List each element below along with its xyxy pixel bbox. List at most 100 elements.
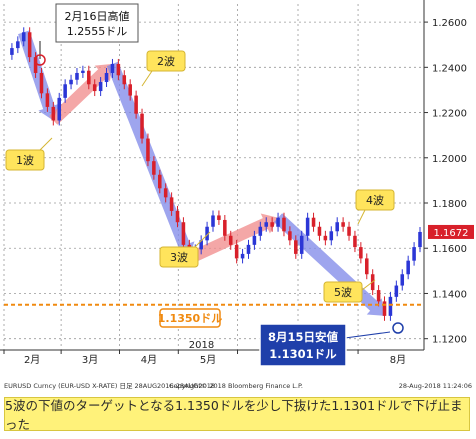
wave-2-text: 2波 (157, 55, 175, 68)
candle-body (406, 260, 410, 275)
y-axis: 1.2600 1.2400 1.2200 1.2000 1.1800 1.1600 1.14… (423, 0, 467, 350)
candle-body (323, 235, 328, 241)
y-tick-label: 1.2200 (432, 109, 467, 120)
current-price-label: 1.1672 (434, 228, 469, 239)
candle-body (359, 247, 363, 259)
low-value: 1.1301ドル (269, 347, 337, 361)
candle-body (81, 70, 85, 73)
x-tick-label: 8月 (390, 354, 406, 366)
candle-body (199, 240, 203, 250)
candle-body (228, 235, 233, 245)
wave-label-2: 2波 (141, 50, 186, 87)
candle-body (252, 235, 257, 245)
y-tick-label: 1.2400 (432, 63, 467, 74)
candle-body (116, 63, 121, 76)
candle-body (157, 174, 162, 189)
candle-body (234, 244, 239, 259)
candle-body (217, 215, 221, 220)
candle-body (45, 93, 50, 107)
low-marker (392, 322, 404, 334)
candle-body (104, 72, 109, 83)
candle-body (394, 285, 399, 297)
candle-body (376, 290, 381, 302)
candle-body (299, 235, 304, 254)
candle-body (388, 296, 393, 316)
y-tick-label: 1.1600 (432, 244, 467, 255)
x-tick-label: 3月 (82, 354, 98, 366)
candle-body (317, 226, 322, 236)
candle-body (27, 32, 32, 58)
candle-body (57, 97, 62, 121)
candle-body (223, 219, 227, 236)
candle-body (264, 222, 269, 227)
low-title: 8月15日安値 (268, 330, 339, 344)
candle-body (400, 274, 405, 286)
footer-left: EURUSD Curncy (EUR-USD X-RATE) 日足 28AUG2… (4, 382, 215, 390)
candle-body (87, 70, 91, 85)
wave-label-1: 1波 (5, 137, 53, 171)
candle-body (134, 95, 138, 114)
candle-body (276, 217, 280, 227)
x-tick-label: 5月 (200, 354, 216, 366)
caption-box: 5波の下値のターゲットとなる1.1350ドルを少し下抜けた1.1301ドルで下げ… (4, 397, 470, 432)
candle-body (382, 301, 387, 316)
chart-canvas: 1.2600 1.2400 1.2200 1.2000 1.1800 1.1600 1.14… (0, 0, 474, 390)
candle-body (288, 231, 292, 241)
candle-body (122, 75, 127, 85)
candles (10, 27, 422, 321)
x-axis: 2月3月4月5月6月7月8月2018 (0, 340, 424, 366)
footer-mid: Copyright© 2018 Bloomberg Finance L.P. (169, 382, 303, 390)
candle-body (39, 72, 44, 94)
support-label-box: 1.1350ドル (158, 308, 222, 328)
candle-body (211, 215, 215, 227)
candle-body (418, 231, 422, 248)
candle-body (63, 84, 67, 98)
candle-body (75, 72, 79, 80)
x-tick-label: 2月 (24, 354, 40, 366)
candle-body (294, 240, 298, 254)
candle-body (69, 79, 73, 85)
x-year-label: 2018 (189, 340, 214, 351)
candle-body (33, 57, 38, 73)
current-price-tag: 1.1672 (428, 224, 474, 239)
wave-4-text: 4波 (366, 194, 384, 207)
candle-body (329, 231, 334, 241)
candle-body (246, 244, 251, 254)
y-tick-label: 1.1800 (432, 199, 467, 210)
candle-body (240, 253, 245, 259)
wave-label-4: 4波 (355, 189, 395, 225)
candle-body (98, 82, 103, 92)
candle-body (412, 247, 416, 261)
y-tick-label: 1.2600 (432, 18, 467, 29)
wave-label-5: 5波 (323, 279, 376, 303)
x-tick-label: 4月 (141, 354, 157, 366)
support-label: 1.1350ドル (158, 312, 222, 325)
candle-body (311, 217, 316, 227)
candle-body (169, 197, 174, 211)
y-tick-label: 1.1200 (432, 335, 467, 346)
footer-right: 28-Aug-2018 11:24:06 (399, 382, 472, 390)
high-value: 1.2555ドル (67, 25, 128, 38)
candle-body (92, 84, 97, 92)
wave-1-text: 1波 (16, 154, 34, 167)
candle-body (258, 226, 263, 236)
candle-body (21, 32, 26, 42)
wave-arrow (49, 63, 113, 125)
candle-body (128, 84, 132, 96)
y-tick-label: 1.1400 (432, 289, 467, 300)
candle-body (10, 48, 14, 55)
high-marker (34, 54, 46, 66)
candle-body (51, 106, 56, 121)
high-title: 2月16日高値 (65, 9, 130, 23)
candle-body (205, 226, 209, 241)
wave-5-text: 5波 (334, 286, 352, 299)
wave-3-text: 3波 (170, 251, 188, 264)
candle-body (163, 188, 168, 198)
candle-body (347, 226, 351, 236)
candle-body (364, 258, 369, 275)
candle-body (282, 217, 286, 232)
candle-body (305, 217, 310, 236)
wave-label-3: 3波 (159, 231, 211, 268)
caption-text: 5波の下値のターゲットとなる1.1350ドルを少し下抜けた1.1301ドルで下げ… (5, 398, 463, 432)
high-callout: 2月16日高値 1.2555ドル (34, 3, 139, 66)
